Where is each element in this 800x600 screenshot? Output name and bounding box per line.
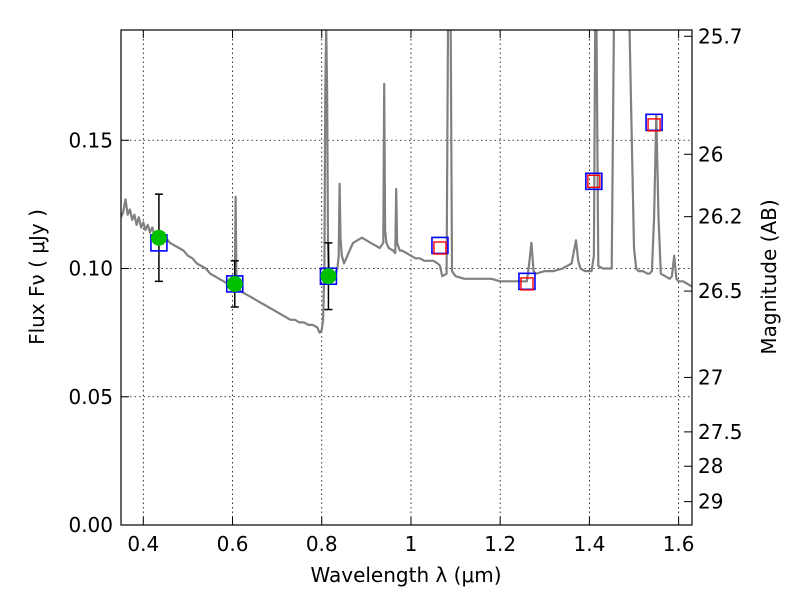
y-tick-label: 0.15: [68, 128, 113, 152]
grid-lines: [121, 30, 692, 526]
plot-frame: [120, 29, 693, 526]
observed-point: [226, 275, 243, 292]
x-axis-label: Wavelength λ (μm): [310, 563, 501, 587]
observed-point: [320, 268, 337, 285]
right-tick-label: 26: [698, 142, 723, 166]
x-tick-label: 0.6: [217, 532, 249, 556]
right-tick-label: 26.5: [698, 279, 743, 303]
model-point-red: [520, 277, 534, 291]
model-point-red: [647, 118, 661, 132]
y-tick-label: 0.05: [68, 385, 113, 409]
observed-point: [150, 229, 167, 246]
right-tick-label: 28: [698, 454, 723, 478]
x-tick-label: 0.4: [127, 532, 159, 556]
x-tick-label: 1: [405, 532, 418, 556]
spectrum-line: [121, 30, 692, 334]
right-tick-label: 29: [698, 490, 723, 514]
right-tick-label: 25.7: [698, 24, 743, 48]
y-axis-label: Flux Fν ( μJy ): [25, 209, 49, 345]
right-tick-label: 27: [698, 365, 723, 389]
x-tick-label: 1.2: [484, 532, 516, 556]
y-axis-right-label: Magnitude (AB): [757, 199, 781, 354]
model-point-red: [433, 241, 447, 255]
right-tick-label: 26.2: [698, 205, 743, 229]
model-point-red: [587, 174, 601, 189]
right-tick-label: 27.5: [698, 420, 743, 444]
plot-area: [121, 30, 692, 334]
x-tick-label: 0.8: [306, 532, 338, 556]
y-tick-label: 0.10: [68, 257, 113, 281]
x-tick-label: 1.4: [573, 532, 605, 556]
y-tick-label: 0.00: [68, 513, 113, 537]
model-point-blue: [585, 172, 603, 191]
axis-ticks: 0.4 0.6 0.8 1 1.2 1.4 1.6 0.00 0.05 0.10 0.15 25.7 2…: [68, 24, 742, 556]
x-tick-label: 1.6: [663, 532, 695, 556]
